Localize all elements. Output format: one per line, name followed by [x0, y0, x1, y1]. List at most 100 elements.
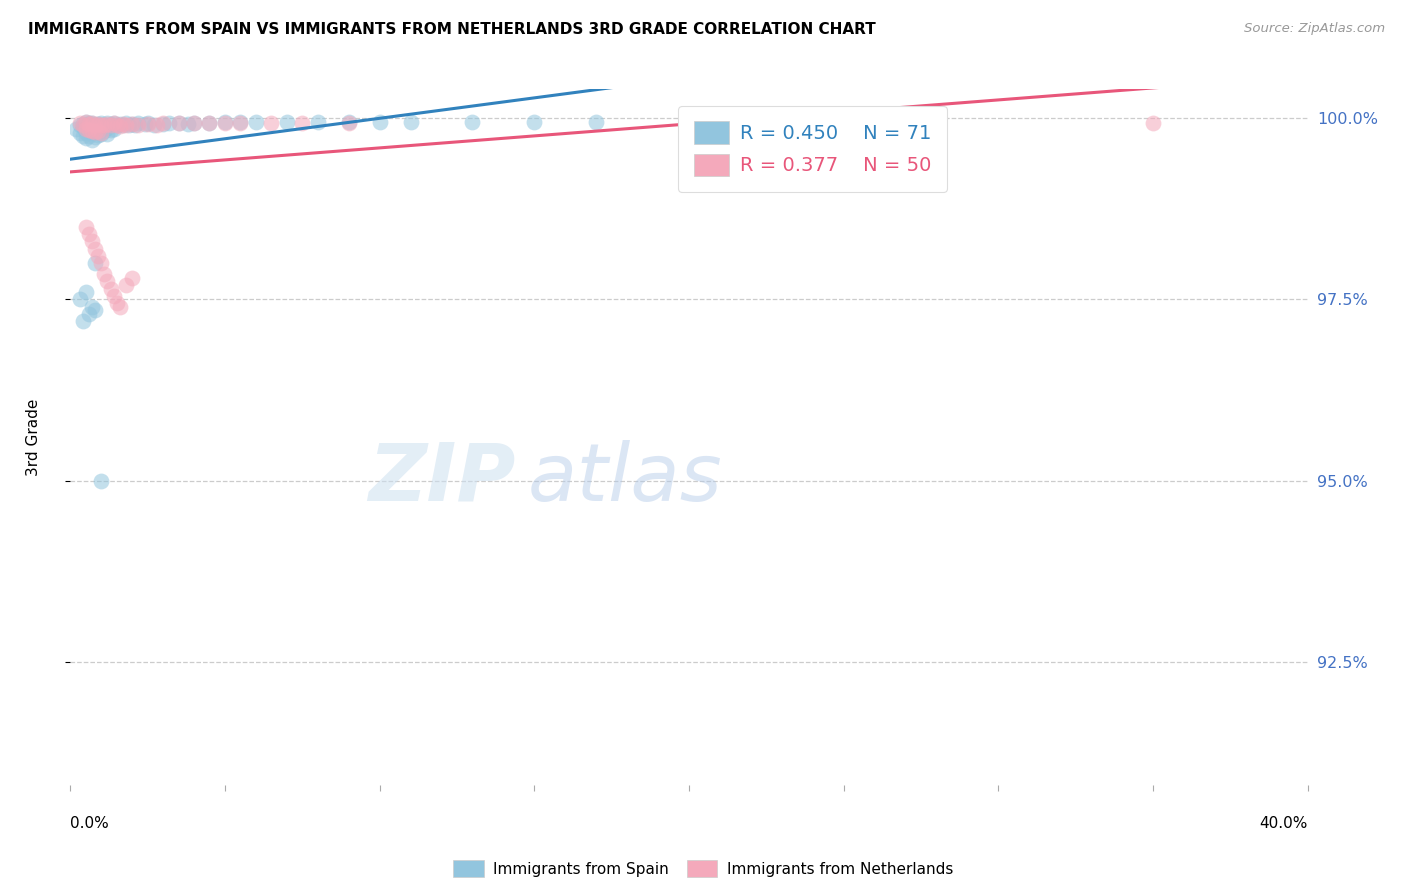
- Point: [77, 307, 100, 321]
- Point: [77, 116, 100, 130]
- Point: [276, 115, 298, 129]
- Point: [136, 117, 159, 131]
- Point: [69, 293, 91, 307]
- Point: [84, 242, 107, 256]
- Text: 3rd Grade: 3rd Grade: [25, 399, 41, 475]
- Point: [69, 119, 91, 133]
- Point: [523, 115, 546, 129]
- Point: [103, 289, 125, 303]
- Point: [136, 116, 159, 130]
- Point: [105, 119, 128, 133]
- Point: [80, 127, 103, 141]
- Point: [1142, 115, 1164, 129]
- Point: [93, 118, 115, 132]
- Point: [121, 270, 143, 285]
- Point: [90, 121, 112, 136]
- Point: [90, 474, 112, 488]
- Point: [337, 115, 360, 129]
- Point: [77, 122, 100, 136]
- Point: [183, 116, 205, 130]
- Point: [77, 128, 100, 143]
- Point: [69, 126, 91, 140]
- Point: [80, 115, 103, 129]
- Point: [80, 235, 103, 249]
- Point: [72, 129, 94, 144]
- Point: [111, 117, 134, 131]
- Point: [103, 122, 125, 136]
- Point: [90, 126, 112, 140]
- Text: 0.0%: 0.0%: [70, 816, 110, 831]
- Point: [100, 123, 122, 137]
- Point: [100, 117, 122, 131]
- Point: [75, 131, 97, 145]
- Point: [115, 116, 138, 130]
- Point: [90, 256, 112, 270]
- Text: ZIP: ZIP: [368, 440, 516, 518]
- Point: [177, 117, 200, 131]
- Point: [167, 115, 190, 129]
- Legend: R = 0.450    N = 71, R = 0.377    N = 50: R = 0.450 N = 71, R = 0.377 N = 50: [678, 106, 948, 192]
- Point: [80, 123, 103, 137]
- Point: [124, 118, 146, 132]
- Point: [80, 300, 103, 314]
- Point: [96, 117, 118, 131]
- Point: [96, 115, 118, 129]
- Point: [118, 119, 141, 133]
- Point: [80, 116, 103, 130]
- Point: [198, 115, 221, 129]
- Point: [80, 120, 103, 135]
- Point: [84, 303, 107, 318]
- Point: [69, 116, 91, 130]
- Point: [167, 116, 190, 130]
- Point: [198, 115, 221, 129]
- Text: 40.0%: 40.0%: [1260, 816, 1308, 831]
- Point: [461, 115, 484, 129]
- Point: [183, 116, 205, 130]
- Point: [121, 117, 143, 131]
- Point: [337, 115, 360, 129]
- Point: [84, 256, 107, 270]
- Text: atlas: atlas: [529, 440, 723, 518]
- Point: [108, 300, 131, 314]
- Point: [368, 115, 391, 129]
- Point: [75, 115, 97, 129]
- Point: [84, 123, 107, 137]
- Point: [108, 119, 131, 133]
- Point: [100, 281, 122, 295]
- Point: [90, 116, 112, 130]
- Point: [87, 117, 110, 131]
- Point: [90, 118, 112, 132]
- Point: [93, 267, 115, 281]
- Point: [111, 118, 134, 132]
- Text: IMMIGRANTS FROM SPAIN VS IMMIGRANTS FROM NETHERLANDS 3RD GRADE CORRELATION CHART: IMMIGRANTS FROM SPAIN VS IMMIGRANTS FROM…: [28, 22, 876, 37]
- Point: [72, 119, 94, 133]
- Point: [214, 115, 236, 129]
- Point: [75, 219, 97, 234]
- Point: [84, 118, 107, 132]
- Legend: Immigrants from Spain, Immigrants from Netherlands: Immigrants from Spain, Immigrants from N…: [446, 853, 960, 884]
- Point: [72, 314, 94, 328]
- Point: [260, 115, 283, 129]
- Point: [93, 124, 115, 138]
- Point: [72, 117, 94, 131]
- Point: [84, 125, 107, 139]
- Point: [80, 133, 103, 147]
- Point: [75, 126, 97, 140]
- Point: [87, 128, 110, 142]
- Point: [157, 116, 180, 130]
- Point: [87, 124, 110, 138]
- Point: [399, 115, 422, 129]
- Point: [75, 120, 97, 134]
- Point: [75, 285, 97, 300]
- Point: [84, 130, 107, 145]
- Point: [229, 115, 252, 129]
- Point: [152, 116, 174, 130]
- Point: [307, 115, 329, 129]
- Point: [214, 115, 236, 129]
- Point: [77, 227, 100, 241]
- Point: [96, 120, 118, 135]
- Point: [121, 117, 143, 131]
- Point: [152, 117, 174, 131]
- Point: [72, 120, 94, 134]
- Point: [115, 118, 138, 132]
